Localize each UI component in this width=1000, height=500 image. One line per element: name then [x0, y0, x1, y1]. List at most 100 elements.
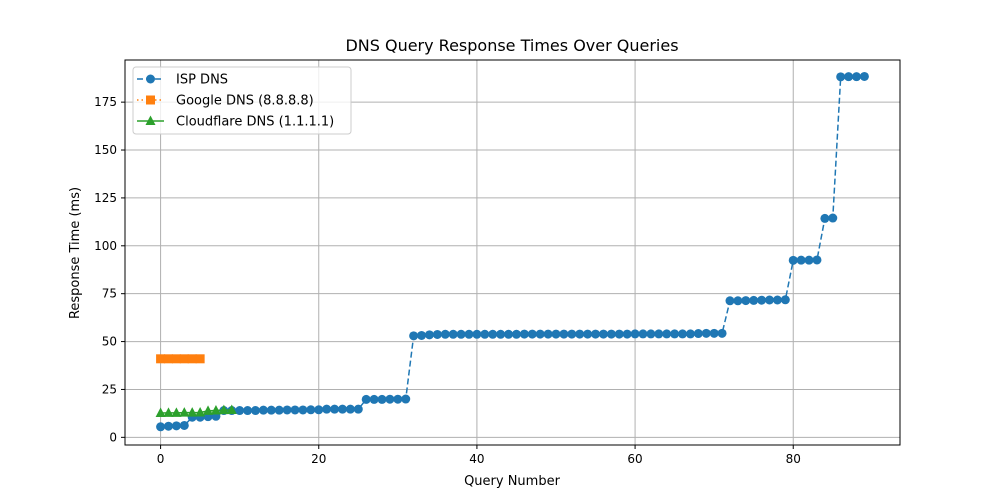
data-point — [725, 296, 735, 306]
legend-marker — [145, 115, 156, 125]
data-point — [448, 329, 458, 339]
series-line — [160, 409, 232, 414]
data-point — [163, 421, 173, 431]
data-point — [575, 329, 585, 339]
chart-title: DNS Query Response Times Over Queries — [345, 36, 678, 55]
data-point — [385, 394, 395, 404]
data-point — [290, 405, 300, 415]
data-point — [440, 329, 450, 339]
data-point — [345, 404, 355, 414]
data-point — [820, 213, 830, 223]
data-point — [614, 329, 624, 339]
data-point — [353, 404, 363, 414]
data-point — [796, 255, 806, 265]
data-point — [765, 295, 775, 305]
data-point — [464, 329, 474, 339]
legend-item: ISP DNS — [137, 73, 228, 88]
y-tick-label: 0 — [109, 430, 117, 444]
data-point — [504, 329, 514, 339]
data-point — [393, 394, 403, 404]
data-point — [226, 404, 237, 414]
legend-label: ISP DNS — [176, 73, 228, 88]
data-point — [678, 329, 688, 339]
plot-frame — [124, 59, 901, 446]
data-point — [195, 354, 205, 364]
data-point — [163, 354, 173, 364]
data-point — [543, 329, 553, 339]
y-tick-label: 125 — [94, 191, 117, 205]
data-point — [195, 406, 206, 417]
y-tick-label: 175 — [94, 95, 117, 109]
data-point — [535, 329, 545, 339]
x-tick-label: 0 — [157, 452, 165, 466]
data-point — [630, 329, 640, 339]
data-point — [361, 394, 371, 404]
legend-marker — [146, 74, 155, 84]
data-point — [757, 295, 767, 305]
data-point — [567, 329, 577, 339]
grid — [125, 60, 900, 445]
legend-item: Google DNS (8.8.8.8) — [137, 94, 314, 109]
data-point — [606, 329, 616, 339]
data-point — [417, 330, 427, 340]
data-point — [511, 329, 521, 339]
data-point — [598, 329, 608, 339]
data-point — [409, 331, 419, 341]
data-point — [670, 329, 680, 339]
legend-label: Cloudflare DNS (1.1.1.1) — [176, 115, 334, 130]
y-tick-label: 50 — [102, 335, 117, 349]
data-point — [266, 405, 276, 415]
legend-item: Cloudflare DNS (1.1.1.1) — [137, 115, 334, 130]
data-point — [274, 405, 284, 415]
y-tick-label: 25 — [102, 382, 117, 396]
data-point — [210, 405, 221, 415]
series-layer — [155, 71, 869, 432]
data-point — [685, 329, 695, 339]
y-tick-label: 75 — [102, 287, 117, 301]
data-point — [496, 329, 506, 339]
data-point — [741, 296, 751, 306]
data-point — [527, 329, 537, 339]
data-point — [218, 404, 229, 415]
data-point — [646, 329, 656, 339]
data-point — [250, 406, 260, 416]
data-point — [622, 329, 632, 339]
data-point — [156, 354, 166, 364]
data-point — [583, 329, 593, 339]
data-point — [243, 406, 253, 416]
y-tick-label: 100 — [94, 239, 117, 253]
data-point — [187, 354, 197, 364]
data-point — [488, 329, 498, 339]
data-point — [306, 405, 316, 415]
legend-label: Google DNS (8.8.8.8) — [176, 94, 314, 109]
data-point — [171, 407, 182, 417]
data-point — [693, 329, 703, 339]
series-1 — [156, 354, 205, 364]
x-tick-label: 20 — [311, 452, 326, 466]
data-point — [187, 407, 198, 417]
data-point — [804, 255, 814, 265]
data-point — [377, 394, 387, 404]
data-point — [235, 406, 245, 416]
data-point — [859, 71, 869, 81]
data-point — [828, 213, 838, 223]
data-point — [836, 72, 846, 82]
series-0 — [156, 71, 869, 432]
data-point — [282, 405, 292, 415]
y-axis-label: Response Time (ms) — [68, 187, 83, 319]
data-point — [171, 421, 181, 431]
data-point — [701, 328, 711, 338]
data-point — [424, 330, 434, 340]
data-point — [772, 295, 782, 305]
data-point — [171, 354, 181, 364]
y-tick-label: 150 — [94, 143, 117, 157]
data-point — [179, 354, 189, 364]
data-point — [203, 405, 214, 415]
data-point — [258, 405, 268, 415]
data-point — [662, 329, 672, 339]
data-point — [322, 404, 332, 414]
data-point — [551, 329, 561, 339]
data-point — [519, 329, 529, 339]
data-point — [780, 295, 790, 305]
data-point — [456, 329, 466, 339]
